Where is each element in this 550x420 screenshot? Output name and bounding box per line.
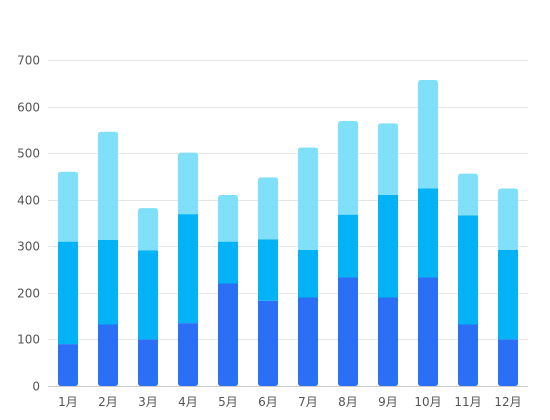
- bar-segment: [138, 208, 158, 251]
- bar-segment: [458, 324, 478, 386]
- bar-segment: [258, 177, 278, 240]
- bar-segment: [58, 171, 78, 242]
- y-axis-ticks: 0 100 200 300 400 500 600 700: [17, 54, 40, 394]
- bar-segment: [338, 214, 358, 278]
- bar-segment: [298, 297, 318, 386]
- y-tick-label: 700: [17, 54, 40, 68]
- bar-segment: [58, 344, 78, 386]
- x-tick-label: 5月: [218, 395, 238, 409]
- x-tick-label: 7月: [298, 395, 318, 409]
- x-tick-label: 11月: [454, 395, 481, 409]
- bar-segment: [378, 123, 398, 196]
- bar-segment: [338, 121, 358, 215]
- y-tick-label: 0: [32, 380, 40, 394]
- bar-segment: [178, 323, 198, 386]
- bar-segment: [218, 241, 238, 284]
- bar-segment: [378, 195, 398, 298]
- x-tick-label: 6月: [258, 395, 278, 409]
- x-tick-label: 1月: [58, 395, 78, 409]
- x-tick-label: 4月: [178, 395, 198, 409]
- bar-segment: [458, 215, 478, 325]
- bar-segment: [458, 173, 478, 216]
- y-tick-label: 600: [17, 101, 40, 115]
- x-tick-label: 10月: [414, 395, 441, 409]
- grid-layer: [48, 60, 528, 387]
- bar-segment: [418, 277, 438, 386]
- bar-layer: [58, 80, 518, 386]
- x-axis-ticks: 1月 2月 3月 4月 5月 6月 7月 8月 9月 10月 11月 12月: [58, 395, 521, 409]
- y-tick-label: 300: [17, 240, 40, 254]
- x-tick-label: 8月: [338, 395, 358, 409]
- bar-segment: [98, 324, 118, 386]
- y-tick-label: 400: [17, 194, 40, 208]
- x-tick-label: 3月: [138, 395, 158, 409]
- bar-segment: [498, 188, 518, 251]
- bar-segment: [218, 195, 238, 242]
- bar-segment: [418, 188, 438, 278]
- bar-segment: [338, 277, 358, 386]
- bar-segment: [498, 250, 518, 340]
- x-tick-label: 2月: [98, 395, 118, 409]
- bar-segment: [178, 152, 198, 215]
- y-tick-label: 500: [17, 147, 40, 161]
- bar-segment: [498, 339, 518, 386]
- bar-segment: [58, 241, 78, 345]
- bar-segment: [298, 147, 318, 251]
- bar-segment: [258, 239, 278, 301]
- bar-segment: [378, 297, 398, 386]
- bar-segment: [298, 250, 318, 298]
- bar-segment: [178, 214, 198, 324]
- bar-segment: [138, 250, 158, 340]
- bar-segment: [138, 339, 158, 386]
- y-tick-label: 100: [17, 333, 40, 347]
- bar-segment: [218, 283, 238, 386]
- bar-segment: [258, 300, 278, 386]
- x-tick-label: 9月: [378, 395, 398, 409]
- bar-segment: [418, 80, 438, 189]
- bar-segment: [98, 239, 118, 325]
- x-tick-label: 12月: [494, 395, 521, 409]
- y-tick-label: 200: [17, 287, 40, 301]
- bar-segment: [98, 131, 118, 240]
